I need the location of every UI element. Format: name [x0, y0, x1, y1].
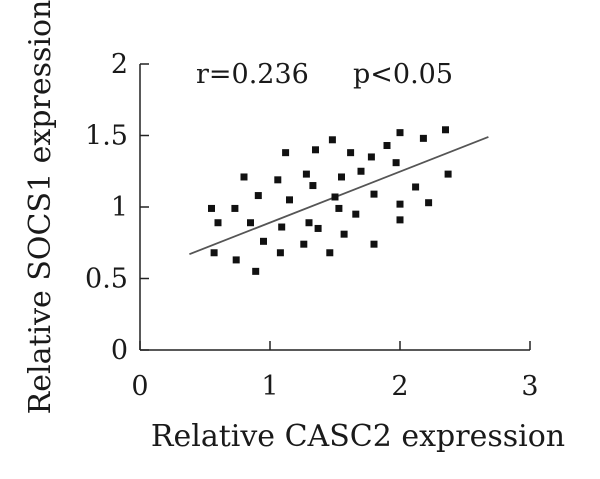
data-point	[326, 249, 334, 257]
data-point	[412, 183, 420, 191]
data-point	[232, 256, 240, 264]
data-point	[396, 216, 404, 224]
data-point	[370, 240, 378, 248]
data-point	[214, 219, 222, 227]
y-tick-label: 0.5	[85, 264, 128, 295]
data-point	[210, 249, 218, 257]
data-point	[357, 167, 365, 175]
points-group	[208, 126, 452, 275]
x-axis-title: Relative CASC2 expression	[151, 419, 565, 454]
x-tick-label: 0	[131, 371, 148, 402]
trendline	[189, 136, 489, 256]
data-point	[444, 170, 452, 178]
axes: 0 0.5 1 1.5 2 0 1 2 3	[85, 49, 539, 402]
data-point	[208, 204, 215, 212]
y-tick-label: 0	[111, 335, 128, 366]
data-point	[425, 199, 433, 207]
data-point	[347, 149, 355, 157]
data-point	[328, 136, 336, 144]
data-point	[396, 200, 404, 208]
data-point	[331, 193, 339, 201]
data-point	[335, 204, 343, 212]
labels-group: r=0.236 p<0.05 Relative CASC2 expression Re…	[23, 0, 565, 454]
data-point	[312, 146, 319, 154]
data-point	[274, 176, 282, 184]
data-point	[231, 204, 239, 212]
data-point	[286, 196, 293, 204]
p-annotation: p<0.05	[353, 59, 453, 90]
data-point	[340, 230, 348, 238]
data-point	[392, 159, 400, 167]
y-tick-label: 2	[111, 49, 128, 80]
y-tick-label: 1.5	[85, 121, 128, 152]
data-point	[352, 210, 360, 218]
data-point	[442, 126, 449, 134]
data-point	[300, 240, 308, 248]
y-tick-label: 1	[111, 192, 128, 223]
data-point	[383, 142, 391, 150]
data-point	[252, 267, 260, 275]
data-point	[247, 219, 254, 227]
data-point	[314, 224, 322, 232]
x-tick-label: 2	[391, 371, 408, 402]
x-tick-label: 1	[261, 371, 278, 402]
data-point	[309, 182, 317, 190]
data-point	[282, 149, 290, 157]
data-point	[370, 190, 378, 198]
data-point	[276, 249, 284, 257]
data-point	[254, 192, 262, 200]
x-tick-label: 3	[521, 371, 538, 402]
data-point	[338, 173, 345, 181]
data-point	[240, 173, 248, 181]
data-point	[305, 219, 313, 227]
trendline-group	[189, 136, 489, 256]
data-point	[278, 223, 286, 231]
data-point	[260, 237, 267, 245]
data-point	[302, 170, 310, 178]
r-annotation: r=0.236	[196, 59, 309, 90]
y-axis-title: Relative SOCS1 expression	[23, 0, 58, 414]
data-point	[396, 129, 404, 137]
data-point	[419, 134, 427, 142]
data-point	[367, 153, 375, 161]
